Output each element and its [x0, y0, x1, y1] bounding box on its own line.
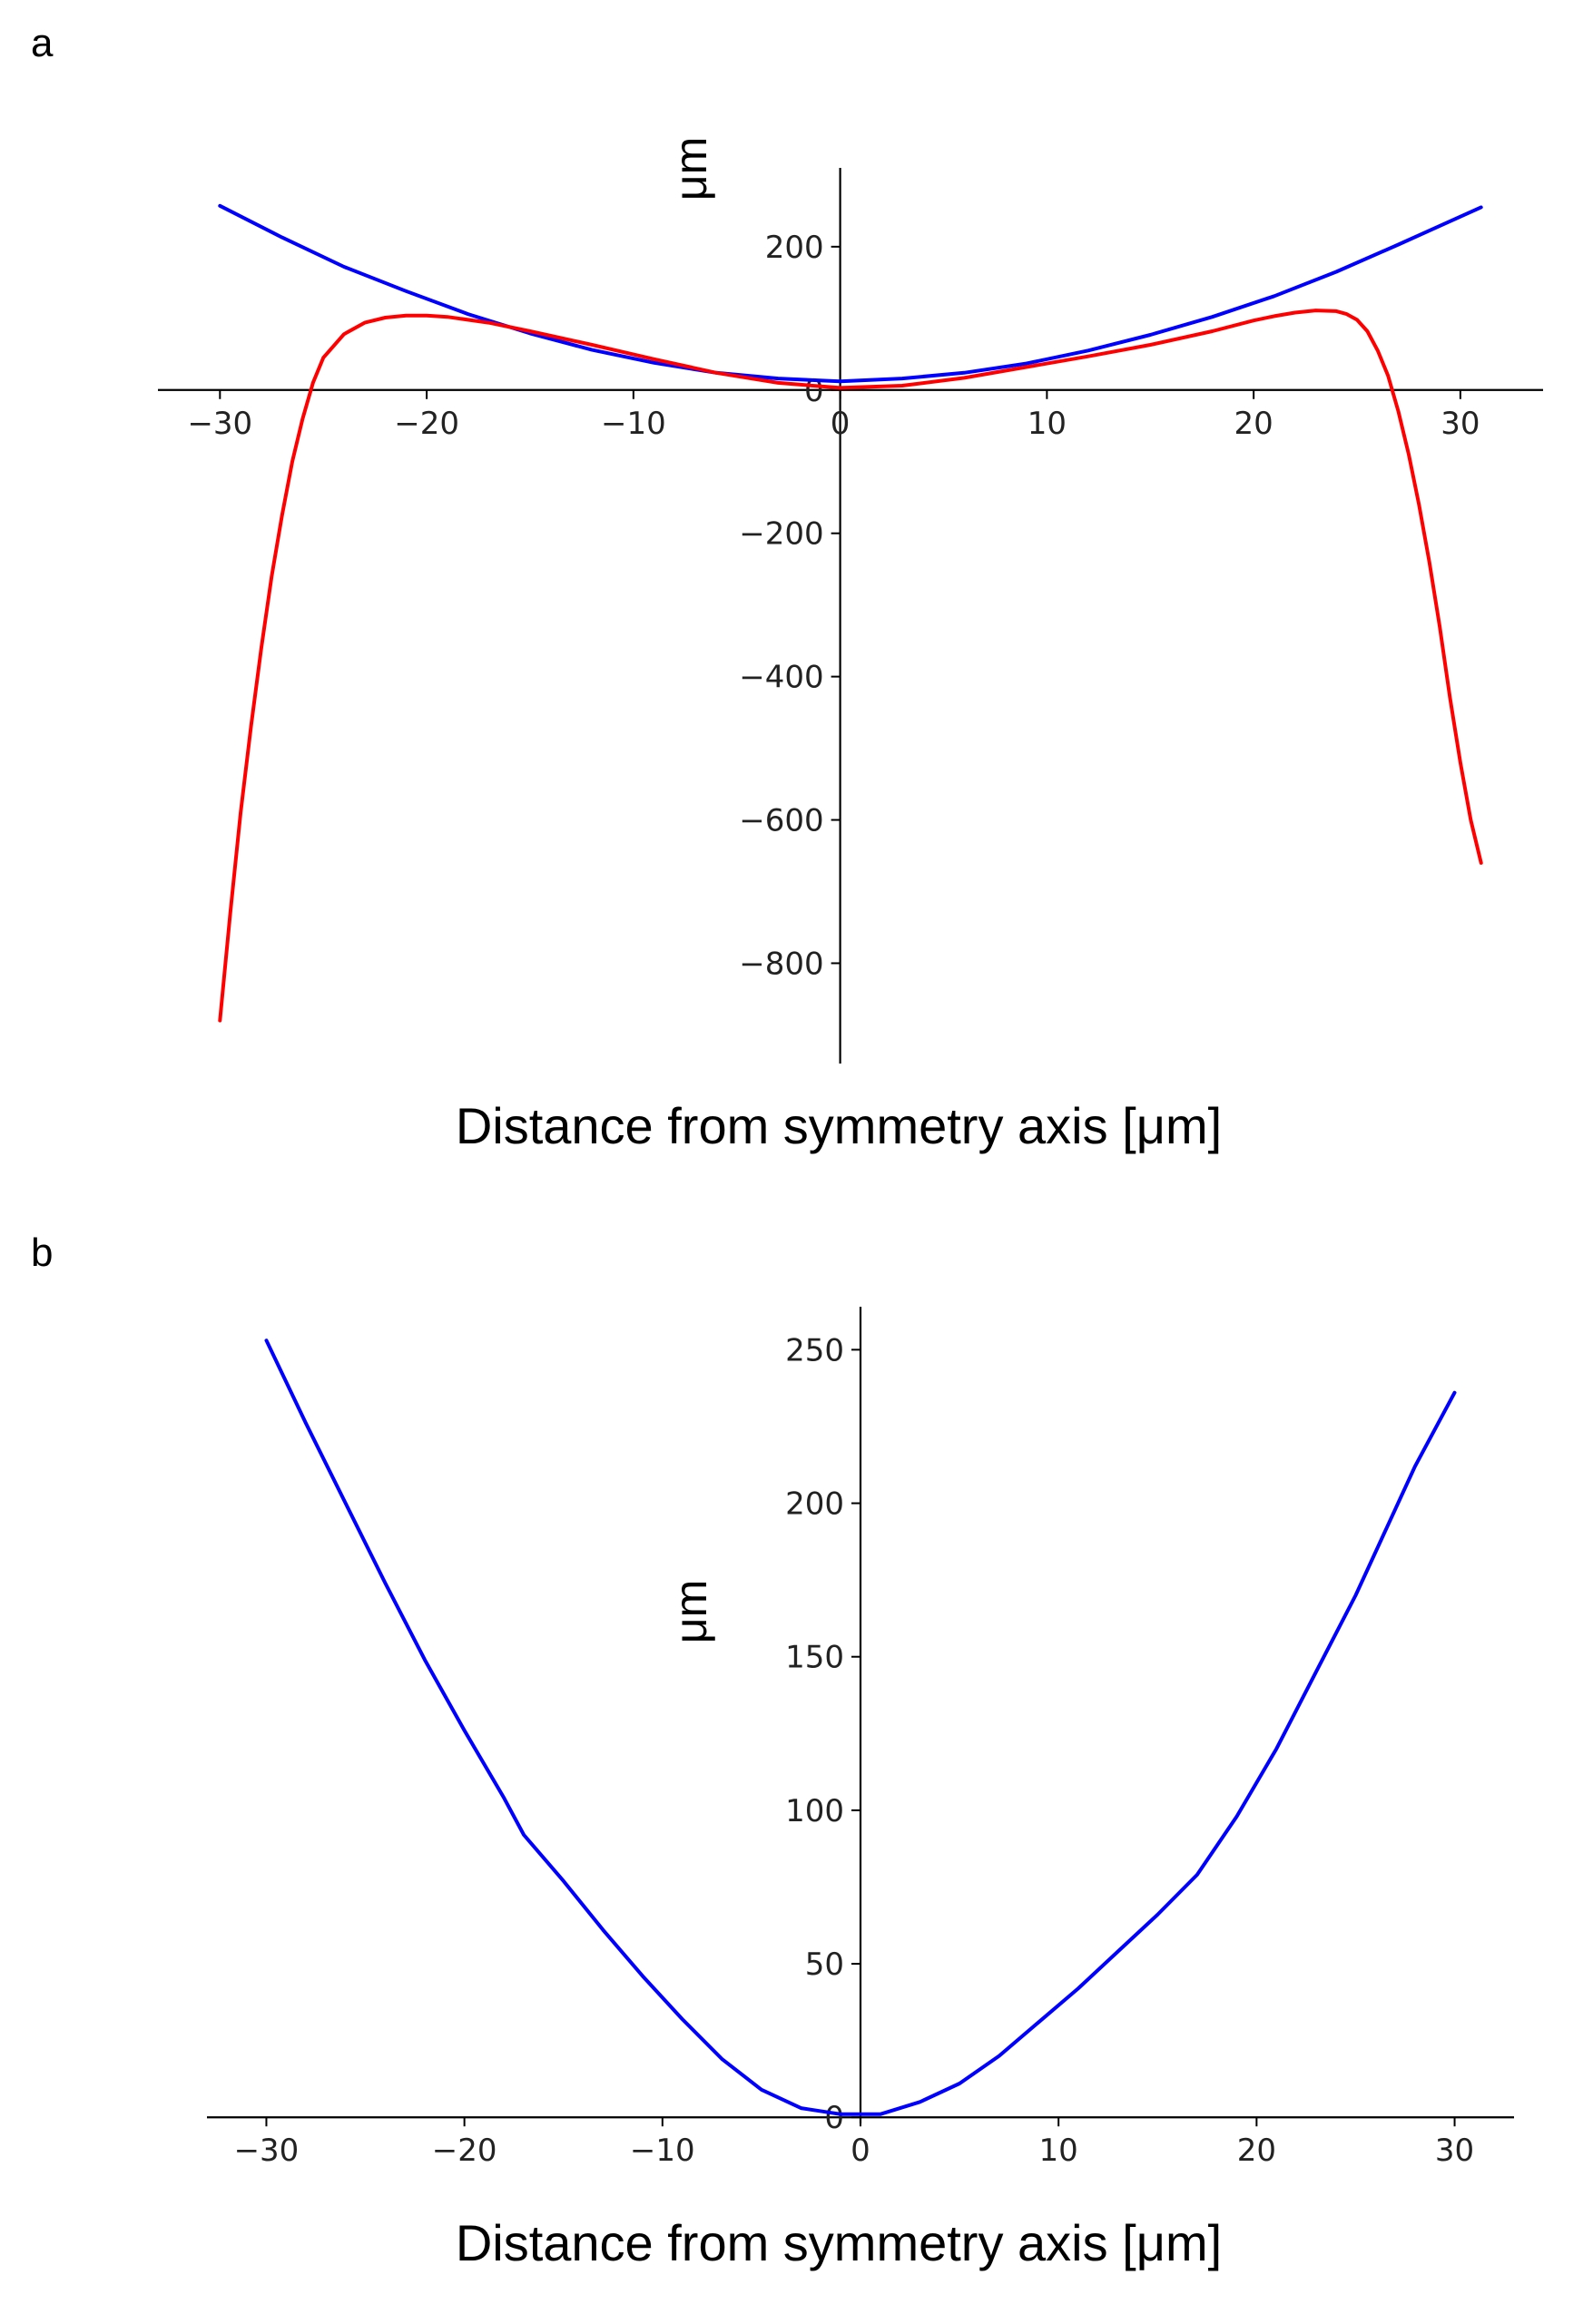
- x-tick-label: −20: [394, 406, 459, 442]
- y-tick-label: −400: [739, 660, 823, 696]
- x-tick-label: −10: [601, 406, 666, 442]
- x-tick-label: −30: [234, 2133, 300, 2169]
- series-line-0: [264, 1339, 1457, 2116]
- y-tick-label: 0: [824, 2100, 844, 2136]
- x-tick-label: −20: [432, 2133, 497, 2169]
- x-tick-label: 30: [1441, 406, 1480, 442]
- x-tick-label: −30: [187, 406, 252, 442]
- chart-b-xlabel: Distance from symmetry axis [μm]: [456, 2214, 1222, 2271]
- y-tick-label: 200: [785, 1486, 844, 1523]
- chart-a-ylabel: μm: [665, 137, 716, 201]
- series-line-0: [218, 203, 1483, 384]
- x-tick-label: 30: [1435, 2133, 1474, 2169]
- panel-b-label: b: [31, 1231, 53, 1275]
- x-tick-label: 10: [1028, 406, 1067, 442]
- y-tick-label: −800: [739, 946, 823, 982]
- x-tick-label: 0: [851, 2133, 870, 2169]
- series-line-1: [218, 309, 1483, 1023]
- y-tick-label: −600: [739, 803, 823, 839]
- x-tick-label: 0: [831, 406, 851, 442]
- x-tick-label: −10: [630, 2133, 695, 2169]
- chart-b-ylabel: μm: [665, 1580, 716, 1643]
- y-tick-label: 200: [765, 230, 824, 266]
- y-tick-label: 150: [785, 1640, 844, 1676]
- y-tick-label: 250: [785, 1332, 844, 1368]
- chart-a-xlabel: Distance from symmetry axis [μm]: [456, 1097, 1222, 1154]
- x-tick-label: 20: [1234, 406, 1273, 442]
- y-tick-label: 100: [785, 1793, 844, 1829]
- x-tick-label: 10: [1039, 2133, 1078, 2169]
- chart-b: −30 −20 −10 0 10 20 30 0 50 100 150 200 250: [207, 1307, 1514, 2169]
- panel-a-label: a: [31, 21, 54, 65]
- y-tick-label: −200: [739, 516, 823, 553]
- y-tick-label: 50: [805, 1946, 844, 1983]
- x-tick-label: 20: [1237, 2133, 1276, 2169]
